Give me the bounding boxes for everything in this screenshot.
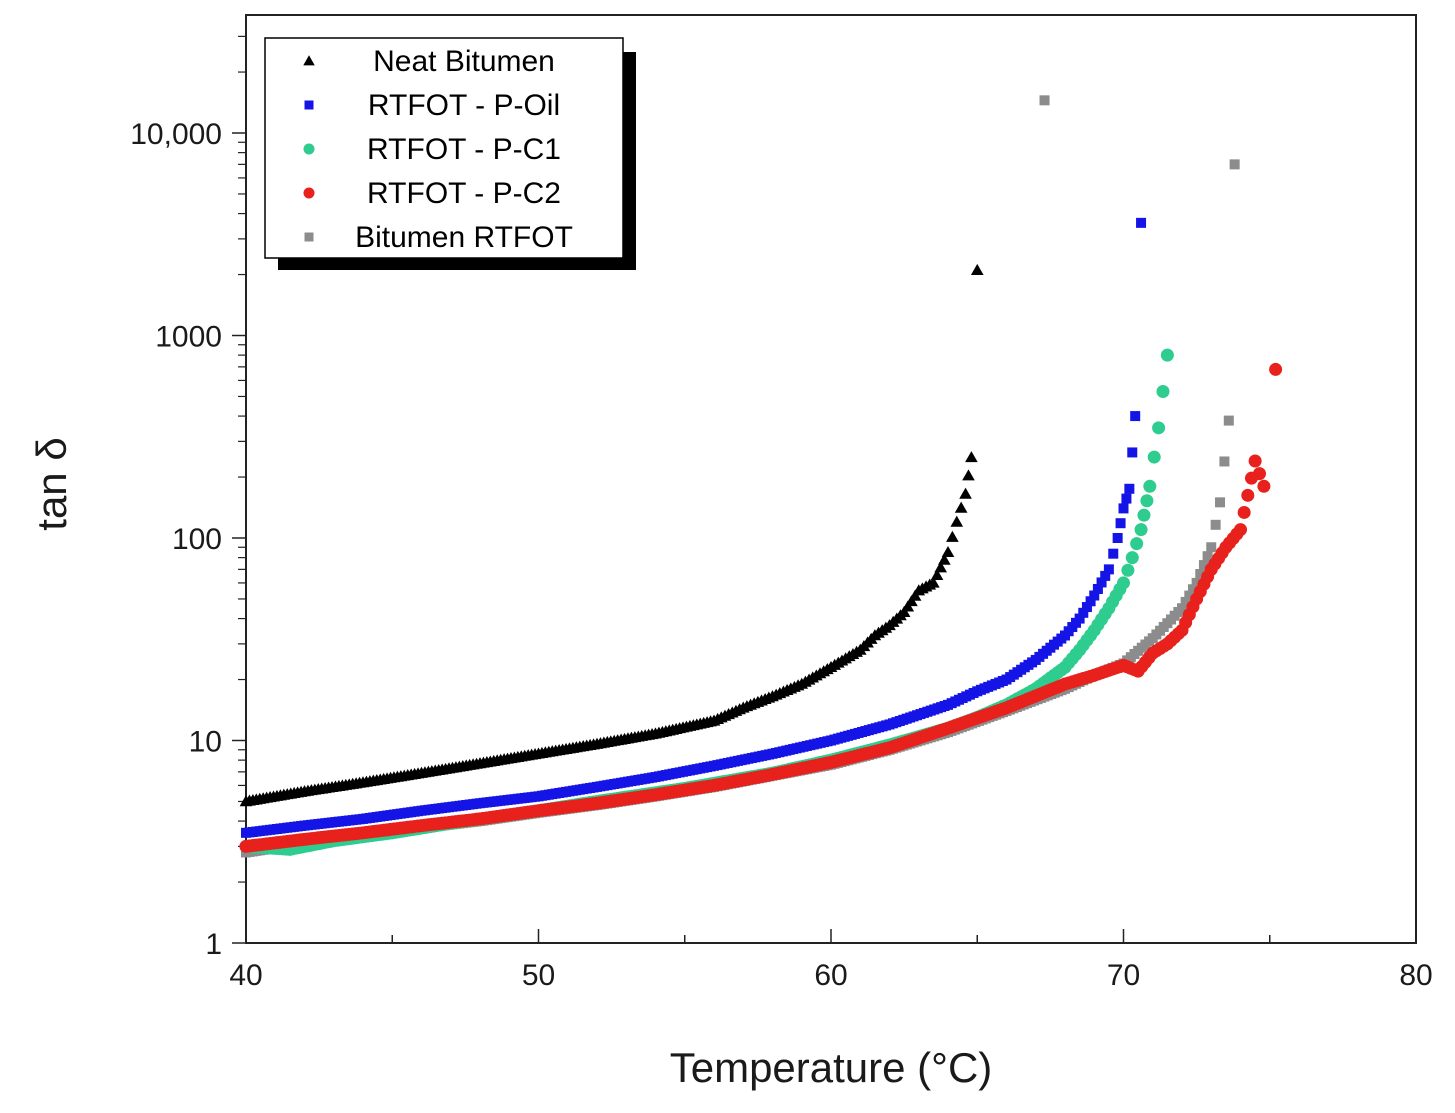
legend-marker bbox=[303, 143, 315, 155]
series-rtfot-p-c2 bbox=[239, 362, 1283, 853]
data-point bbox=[1092, 583, 1103, 594]
data-point bbox=[1115, 518, 1126, 529]
data-point bbox=[1125, 551, 1139, 565]
data-point bbox=[1039, 95, 1050, 106]
data-point bbox=[934, 561, 948, 573]
data-point bbox=[1269, 362, 1283, 376]
data-point bbox=[1215, 497, 1226, 508]
legend: Neat Bitumen RTFOT - P-Oil RTFOT - P-C1 RTF… bbox=[264, 37, 636, 270]
data-point bbox=[941, 545, 955, 558]
legend-label: RTFOT - P-C2 bbox=[367, 177, 561, 210]
data-point bbox=[1191, 577, 1202, 588]
y-tick-label: 100 bbox=[172, 523, 222, 556]
data-point bbox=[1198, 560, 1209, 571]
data-point bbox=[1202, 551, 1213, 562]
data-point bbox=[950, 515, 964, 527]
data-point bbox=[1177, 603, 1187, 614]
data-point bbox=[1089, 590, 1100, 601]
data-point bbox=[1081, 602, 1092, 613]
data-point bbox=[970, 263, 984, 275]
data-point bbox=[959, 487, 972, 499]
data-point bbox=[1074, 613, 1085, 624]
x-tick-label: 50 bbox=[522, 959, 555, 992]
data-point bbox=[1237, 505, 1251, 519]
data-point bbox=[1124, 483, 1135, 494]
y-tick-label: 10,000 bbox=[130, 118, 222, 151]
data-point bbox=[946, 530, 959, 542]
x-tick-label: 70 bbox=[1107, 959, 1140, 992]
data-point bbox=[1140, 494, 1154, 508]
data-point bbox=[1127, 447, 1138, 458]
y-axis-title: tan δ bbox=[28, 437, 75, 530]
data-point bbox=[1257, 479, 1271, 493]
data-point bbox=[1121, 493, 1132, 504]
legend-box bbox=[264, 37, 624, 259]
data-point bbox=[1152, 421, 1166, 435]
data-point bbox=[962, 469, 975, 481]
data-point bbox=[1108, 548, 1119, 559]
data-point bbox=[930, 568, 944, 581]
data-point bbox=[938, 553, 951, 565]
data-point bbox=[1078, 607, 1089, 618]
data-point bbox=[1134, 523, 1148, 537]
data-point bbox=[1147, 450, 1161, 464]
legend-label: Bitumen RTFOT bbox=[355, 221, 573, 254]
data-point bbox=[1253, 467, 1267, 481]
legend-marker bbox=[303, 187, 315, 199]
data-point bbox=[1206, 542, 1217, 553]
x-axis-title: Temperature (°C) bbox=[670, 1044, 993, 1091]
data-point bbox=[965, 451, 978, 463]
data-point bbox=[1130, 411, 1141, 422]
data-point bbox=[1210, 519, 1221, 530]
legend-label: RTFOT - P-Oil bbox=[368, 89, 560, 122]
data-points bbox=[239, 95, 1283, 858]
data-point bbox=[1103, 564, 1114, 575]
y-tick-label: 10 bbox=[189, 726, 222, 759]
data-point bbox=[1184, 590, 1195, 601]
series-rtfot-p-oil bbox=[241, 217, 1147, 838]
data-point bbox=[1136, 217, 1147, 228]
data-point bbox=[1096, 577, 1107, 588]
x-tick-label: 60 bbox=[814, 959, 847, 992]
data-point bbox=[1137, 508, 1151, 522]
legend-marker bbox=[303, 55, 315, 66]
data-point bbox=[1112, 533, 1123, 543]
data-point bbox=[1195, 569, 1206, 580]
data-point bbox=[1223, 415, 1234, 426]
data-point bbox=[1118, 503, 1129, 514]
data-point bbox=[1248, 454, 1262, 468]
data-point bbox=[1219, 456, 1230, 467]
data-point bbox=[1121, 563, 1135, 577]
x-tick-label: 40 bbox=[229, 959, 262, 992]
data-point bbox=[1180, 596, 1191, 607]
data-point bbox=[1229, 159, 1240, 170]
legend-label: Neat Bitumen bbox=[373, 45, 555, 78]
x-tick-label: 80 bbox=[1399, 959, 1432, 992]
data-point bbox=[1100, 570, 1111, 581]
y-tick-label: 1000 bbox=[155, 321, 222, 354]
legend-marker bbox=[304, 100, 314, 110]
tick-marks bbox=[232, 35, 1417, 944]
y-tick-label: 1 bbox=[205, 928, 222, 961]
data-point bbox=[954, 501, 968, 513]
series-neat-bitumen bbox=[239, 263, 984, 807]
data-point bbox=[1143, 479, 1157, 493]
data-point bbox=[1234, 523, 1247, 537]
data-point bbox=[1187, 584, 1198, 595]
legend-label: RTFOT - P-C1 bbox=[367, 133, 561, 166]
data-point bbox=[1130, 537, 1144, 551]
tick-labels: 40 50 60 70 80 1 10 100 1000 10,000 bbox=[130, 118, 1432, 992]
legend-marker bbox=[304, 232, 314, 242]
data-point bbox=[1156, 384, 1170, 398]
data-point bbox=[1117, 576, 1130, 590]
data-point bbox=[1160, 348, 1174, 362]
data-point bbox=[1241, 488, 1255, 502]
data-point bbox=[1085, 596, 1096, 607]
data-point bbox=[927, 576, 940, 588]
